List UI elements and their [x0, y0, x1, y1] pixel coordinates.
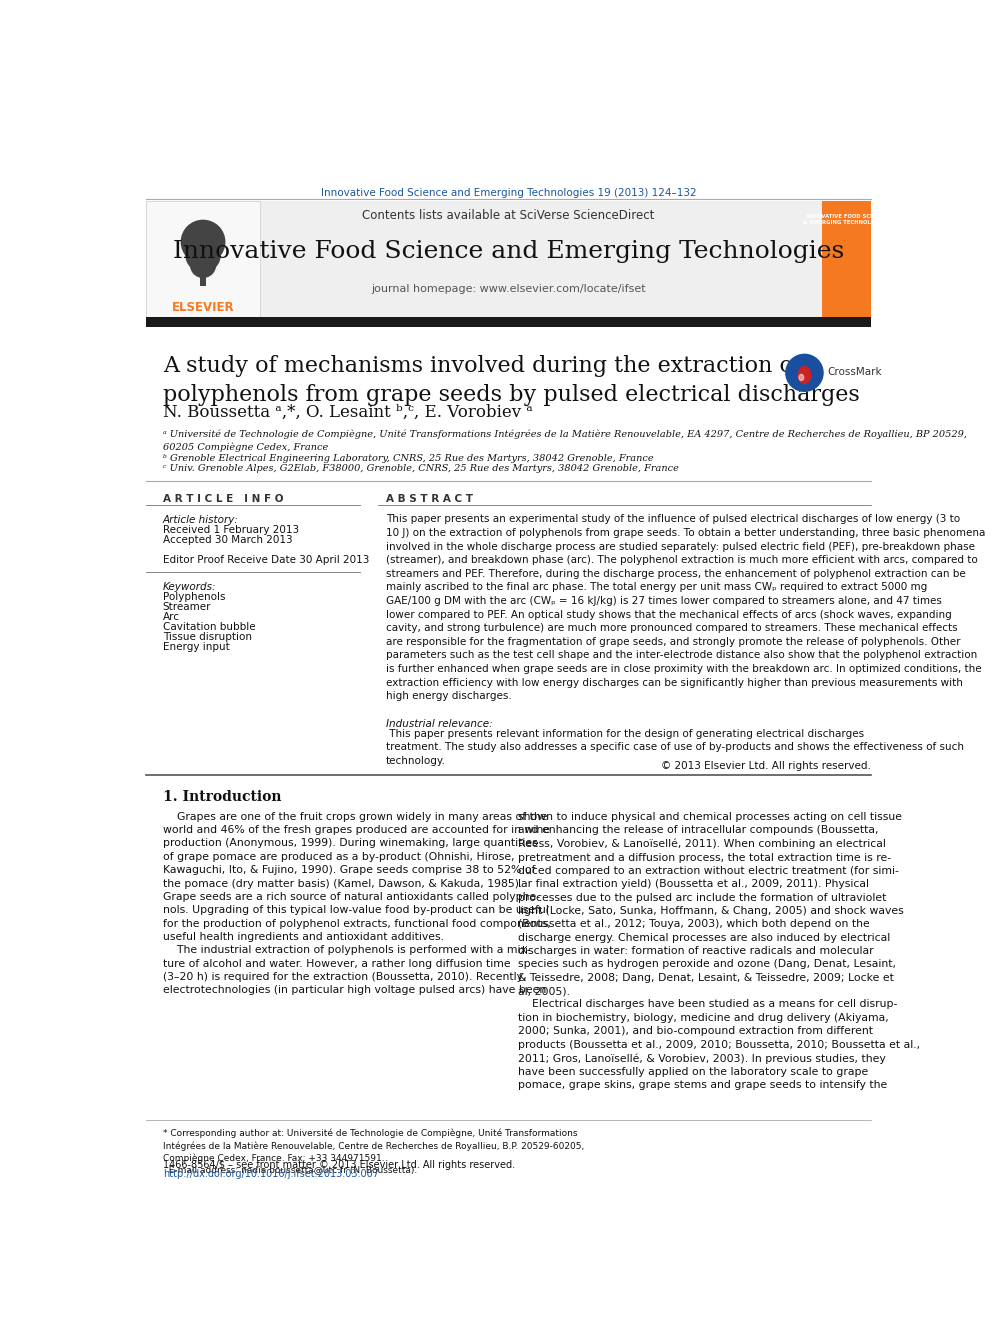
Text: http://dx.doi.org/10.1016/j.ifset.2013.03.007: http://dx.doi.org/10.1016/j.ifset.2013.0…: [163, 1170, 379, 1179]
Text: © 2013 Elsevier Ltd. All rights reserved.: © 2013 Elsevier Ltd. All rights reserved…: [662, 761, 871, 771]
Text: Innovative Food Science and Emerging Technologies: Innovative Food Science and Emerging Tec…: [173, 239, 844, 262]
Text: Energy input: Energy input: [163, 643, 229, 652]
Text: This paper presents an experimental study of the influence of pulsed electrical : This paper presents an experimental stud…: [386, 515, 985, 701]
FancyBboxPatch shape: [146, 316, 871, 327]
Text: Streamer: Streamer: [163, 602, 211, 613]
FancyBboxPatch shape: [146, 201, 821, 316]
Text: Cavitation bubble: Cavitation bubble: [163, 622, 255, 632]
Ellipse shape: [799, 366, 810, 384]
Text: Accepted 30 March 2013: Accepted 30 March 2013: [163, 536, 293, 545]
Text: Tissue disruption: Tissue disruption: [163, 632, 252, 642]
Text: * Corresponding author at: Université de Technologie de Compiègne, Unité Transfo: * Corresponding author at: Université de…: [163, 1129, 584, 1174]
Text: Keywords:: Keywords:: [163, 582, 216, 593]
Text: 1. Introduction: 1. Introduction: [163, 790, 282, 804]
Text: INNOVATIVE FOOD SCIENCE
& EMERGING TECHNOLOGIES: INNOVATIVE FOOD SCIENCE & EMERGING TECHN…: [804, 214, 889, 225]
FancyBboxPatch shape: [146, 201, 260, 316]
Text: Innovative Food Science and Emerging Technologies 19 (2013) 124–132: Innovative Food Science and Emerging Tec…: [320, 188, 696, 198]
Text: journal homepage: www.elsevier.com/locate/ifset: journal homepage: www.elsevier.com/locat…: [371, 283, 646, 294]
Text: ᶜ Univ. Grenoble Alpes, G2Elab, F38000, Grenoble, CNRS, 25 Rue des Martyrs, 3804: ᶜ Univ. Grenoble Alpes, G2Elab, F38000, …: [163, 464, 679, 474]
Text: Polyphenols: Polyphenols: [163, 593, 225, 602]
Text: CrossMark: CrossMark: [827, 366, 882, 377]
FancyBboxPatch shape: [821, 201, 871, 316]
FancyBboxPatch shape: [200, 270, 206, 286]
Ellipse shape: [799, 374, 804, 381]
Text: This paper presents relevant information for the design of generating electrical: This paper presents relevant information…: [386, 729, 964, 766]
Text: N. Boussetta ᵃ,*, O. Lesaint ᵇ,ᶜ, E. Vorobiev ᵃ: N. Boussetta ᵃ,*, O. Lesaint ᵇ,ᶜ, E. Vor…: [163, 404, 533, 421]
Text: ᵇ Grenoble Electrical Engineering Laboratory, CNRS, 25 Rue des Martyrs, 38042 Gr: ᵇ Grenoble Electrical Engineering Labora…: [163, 454, 654, 463]
Text: A R T I C L E   I N F O: A R T I C L E I N F O: [163, 495, 284, 504]
Text: A B S T R A C T: A B S T R A C T: [386, 495, 473, 504]
Text: Industrial relevance:: Industrial relevance:: [386, 720, 493, 729]
Circle shape: [786, 355, 823, 392]
Text: ELSEVIER: ELSEVIER: [172, 302, 234, 314]
Text: Arc: Arc: [163, 613, 180, 622]
Text: shown to induce physical and chemical processes acting on cell tissue
and enhanc: shown to induce physical and chemical pr…: [518, 812, 920, 1090]
Text: Editor Proof Receive Date 30 April 2013: Editor Proof Receive Date 30 April 2013: [163, 554, 369, 565]
Circle shape: [182, 221, 225, 263]
Circle shape: [190, 253, 215, 278]
Text: 1466-8564/$ – see front matter © 2013 Elsevier Ltd. All rights reserved.: 1466-8564/$ – see front matter © 2013 El…: [163, 1160, 515, 1170]
Text: Article history:: Article history:: [163, 515, 239, 525]
Text: Received 1 February 2013: Received 1 February 2013: [163, 525, 299, 536]
Text: Contents lists available at SciVerse ScienceDirect: Contents lists available at SciVerse Sci…: [362, 209, 655, 222]
Text: ᵃ Université de Technologie de Compiègne, Unité Transformations Intégrées de la : ᵃ Université de Technologie de Compiègne…: [163, 430, 967, 451]
Text: A study of mechanisms involved during the extraction of
polyphenols from grape s: A study of mechanisms involved during th…: [163, 355, 859, 406]
Text: Grapes are one of the fruit crops grown widely in many areas of the
world and 46: Grapes are one of the fruit crops grown …: [163, 812, 551, 995]
Circle shape: [186, 238, 220, 273]
